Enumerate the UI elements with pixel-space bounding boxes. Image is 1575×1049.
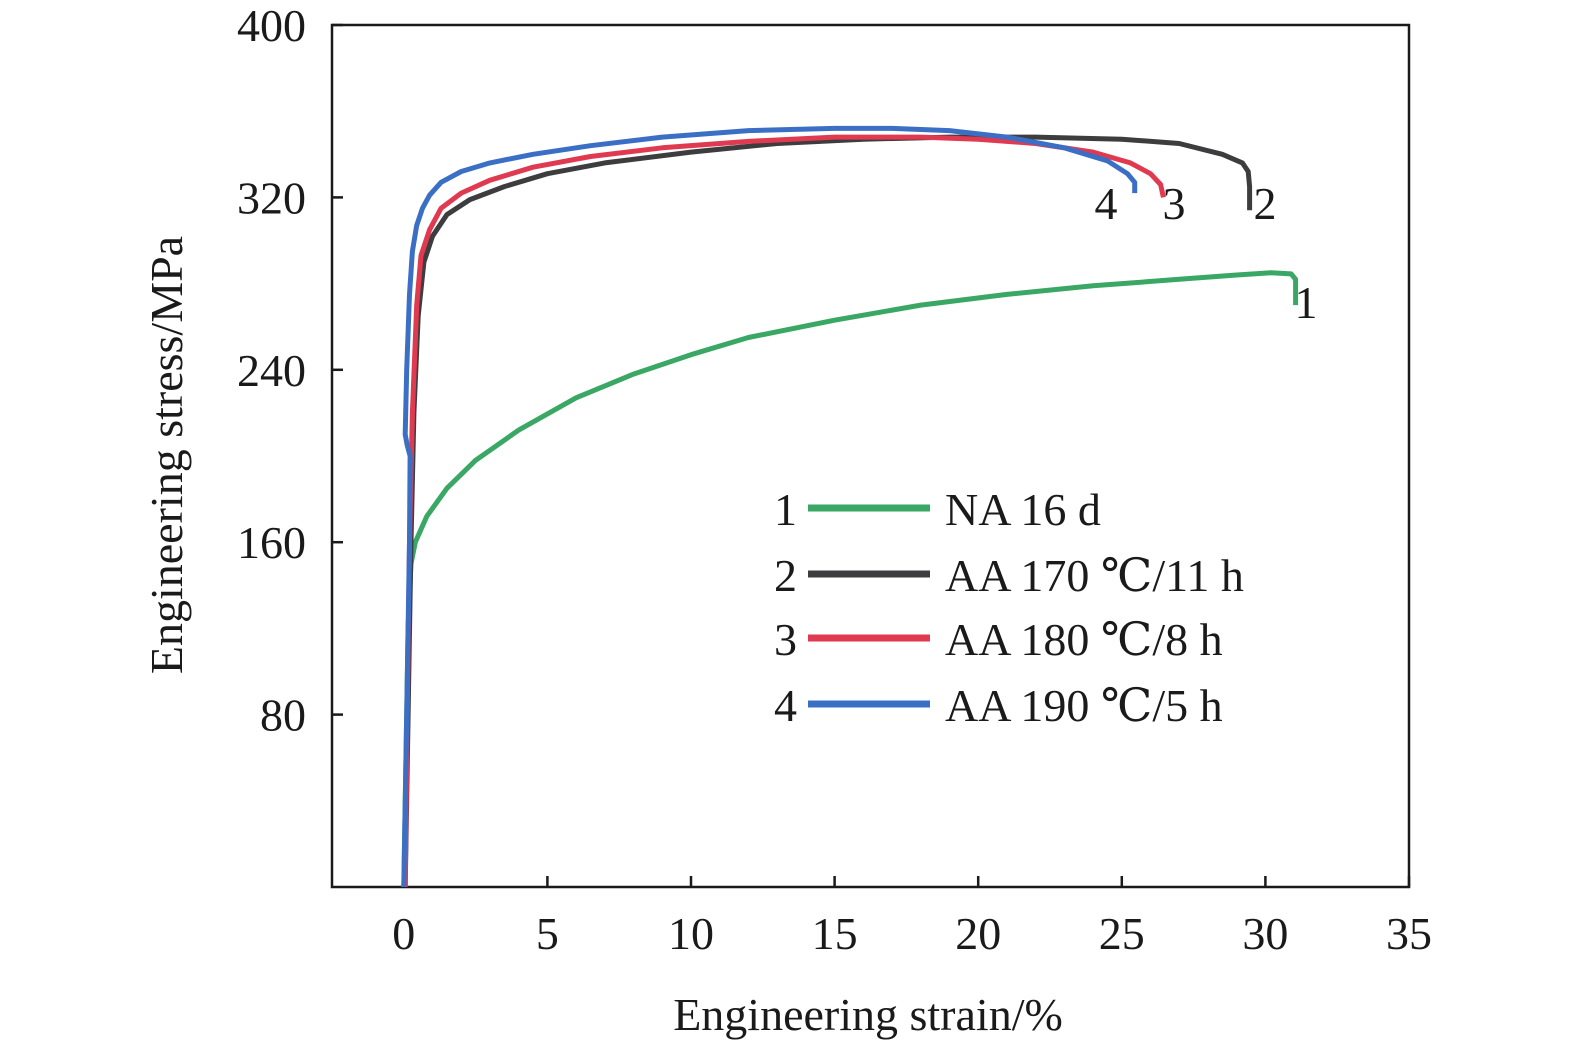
y-tick-label: 240 (237, 345, 306, 396)
x-tick-label: 0 (392, 908, 415, 959)
y-tick-label: 80 (260, 690, 306, 741)
curve-label-3: 3 (1163, 178, 1186, 229)
series-line-3 (402, 134, 1166, 888)
y-tick-label: 320 (237, 172, 306, 223)
legend-number-1: 1 (774, 484, 797, 535)
curve-label-2: 2 (1254, 178, 1277, 229)
x-tick-label: 10 (668, 908, 714, 959)
x-axis-ticks: 0 5 10 15 20 25 30 35 (392, 876, 1432, 959)
series-line-4 (401, 125, 1138, 888)
curve-label-4: 4 (1095, 178, 1118, 229)
x-tick-label: 20 (955, 908, 1001, 959)
curve-label-1: 1 (1295, 277, 1318, 328)
x-tick-label: 35 (1386, 908, 1432, 959)
legend-label-3: AA 180 ℃/8 h (945, 614, 1223, 665)
series-layer (401, 125, 1299, 888)
y-tick-label: 160 (237, 517, 306, 568)
y-tick-label: 400 (237, 0, 306, 51)
x-tick-label: 5 (536, 908, 559, 959)
series-line-2 (402, 134, 1253, 888)
legend-label-2: AA 170 ℃/11 h (945, 550, 1244, 601)
legend-number-2: 2 (774, 550, 797, 601)
y-axis-ticks: 80 160 240 320 400 (237, 0, 343, 741)
legend-label-1: NA 16 d (945, 484, 1101, 535)
legend-number-4: 4 (774, 680, 797, 731)
legend-label-4: AA 190 ℃/5 h (945, 680, 1223, 731)
series-line-1 (401, 270, 1299, 888)
plot-area-frame (330, 23, 1411, 889)
x-tick-label: 30 (1242, 908, 1288, 959)
y-axis-title: Engineering stress/MPa (141, 236, 192, 674)
legend: 1 NA 16 d 2 AA 170 ℃/11 h 3 AA 180 ℃/8 h… (774, 484, 1244, 731)
x-axis-title: Engineering strain/% (673, 989, 1063, 1040)
legend-number-3: 3 (774, 614, 797, 665)
x-tick-label: 25 (1099, 908, 1145, 959)
x-tick-label: 15 (812, 908, 858, 959)
